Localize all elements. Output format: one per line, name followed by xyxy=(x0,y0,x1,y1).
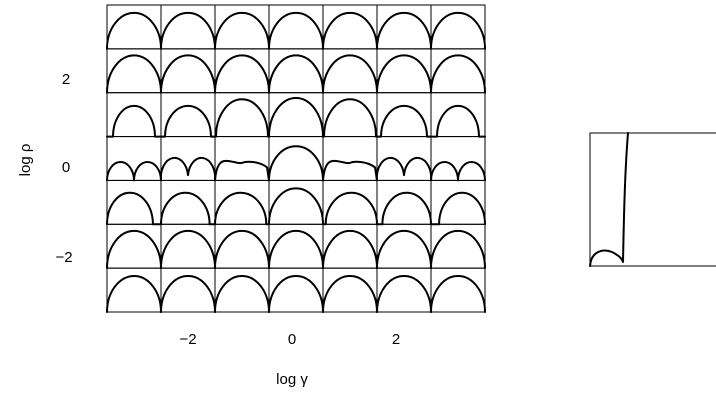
cell-curve xyxy=(430,161,486,182)
cell-curve xyxy=(159,156,217,182)
cell-curve xyxy=(268,145,324,182)
cell-curve xyxy=(430,191,486,226)
cell-curve xyxy=(160,11,216,50)
grid-cell xyxy=(268,4,324,50)
cell-curve xyxy=(268,229,324,270)
y-tick-label-2: 2 xyxy=(62,71,70,88)
cell-curve xyxy=(430,11,486,50)
grid-cell xyxy=(214,267,270,313)
cell-curve xyxy=(376,191,432,226)
grid-cell xyxy=(430,4,486,50)
grid-cell xyxy=(376,92,432,138)
small-multiples-curves xyxy=(106,11,486,313)
cell-curve xyxy=(322,191,378,226)
grid-cell xyxy=(214,4,270,50)
x-tick-label-2: 2 xyxy=(392,331,400,348)
cell-curve xyxy=(430,104,486,138)
cell-curve xyxy=(322,11,378,50)
cell-curve xyxy=(322,98,378,138)
x-tick-label-minus-2: −2 xyxy=(179,331,196,348)
x-axis-label: log γ xyxy=(276,371,308,388)
grid-cell xyxy=(160,92,216,138)
cell-curve xyxy=(430,54,486,94)
cell-curve xyxy=(160,229,216,270)
cell-curve xyxy=(376,54,432,94)
cell-curve xyxy=(214,159,270,182)
cell-curve xyxy=(268,96,324,138)
grid-cell xyxy=(430,92,486,138)
cell-curve xyxy=(106,161,162,182)
cell-curve xyxy=(376,275,432,313)
x-tick-label-0: 0 xyxy=(288,331,296,348)
y-tick-label-minus-2: −2 xyxy=(55,249,72,266)
cell-curve xyxy=(160,191,216,226)
y-axis-label: log ρ xyxy=(17,144,34,177)
cell-curve xyxy=(376,11,432,50)
cell-curve xyxy=(106,54,162,94)
cell-curve xyxy=(214,191,270,226)
grid-cell xyxy=(322,4,378,50)
cell-curve xyxy=(376,104,432,138)
cell-curve xyxy=(106,275,162,313)
cell-curve xyxy=(268,11,324,50)
cell-curve xyxy=(375,156,433,182)
cell-curve xyxy=(268,54,324,94)
cell-curve xyxy=(106,229,162,270)
cell-curve xyxy=(160,54,216,94)
cell-curve xyxy=(160,275,216,313)
inset-frame xyxy=(589,132,716,267)
grid-cell xyxy=(160,267,216,313)
grid-cell xyxy=(106,267,162,313)
y-tick-label-0: 0 xyxy=(62,159,70,176)
cell-curve xyxy=(430,275,486,313)
grid-cell xyxy=(376,179,432,225)
grid-cell xyxy=(106,4,162,50)
inset-panel xyxy=(589,132,716,267)
cell-curve xyxy=(106,191,162,226)
cell-curve xyxy=(106,11,162,50)
grid-cell xyxy=(376,4,432,50)
grid-cell xyxy=(214,136,270,181)
cell-curve xyxy=(214,54,270,94)
grid-cell xyxy=(268,136,324,181)
grid-cell xyxy=(322,136,378,181)
cell-curve xyxy=(322,159,378,182)
cell-curve xyxy=(214,275,270,313)
cell-curve xyxy=(214,229,270,270)
grid-cell xyxy=(106,92,162,138)
cell-curve xyxy=(430,229,486,270)
grid-cell xyxy=(160,179,216,225)
cell-curve xyxy=(106,104,162,138)
cell-curve xyxy=(376,229,432,270)
grid-cell xyxy=(268,179,324,225)
grid-cell xyxy=(160,4,216,50)
grid-cell xyxy=(376,267,432,313)
cell-curve xyxy=(214,98,270,138)
cell-curve xyxy=(268,187,324,226)
grid-cell xyxy=(430,267,486,313)
cell-curve xyxy=(322,275,378,313)
grid-cell xyxy=(322,267,378,313)
grid-cell xyxy=(268,267,324,313)
cell-curve xyxy=(268,275,324,313)
cell-curve xyxy=(214,11,270,50)
cell-curve xyxy=(160,104,216,138)
cell-curve xyxy=(322,229,378,270)
small-multiples-grid xyxy=(106,4,486,313)
cell-curve xyxy=(322,54,378,94)
inset-curve xyxy=(589,132,629,267)
grid-cell xyxy=(268,92,324,138)
